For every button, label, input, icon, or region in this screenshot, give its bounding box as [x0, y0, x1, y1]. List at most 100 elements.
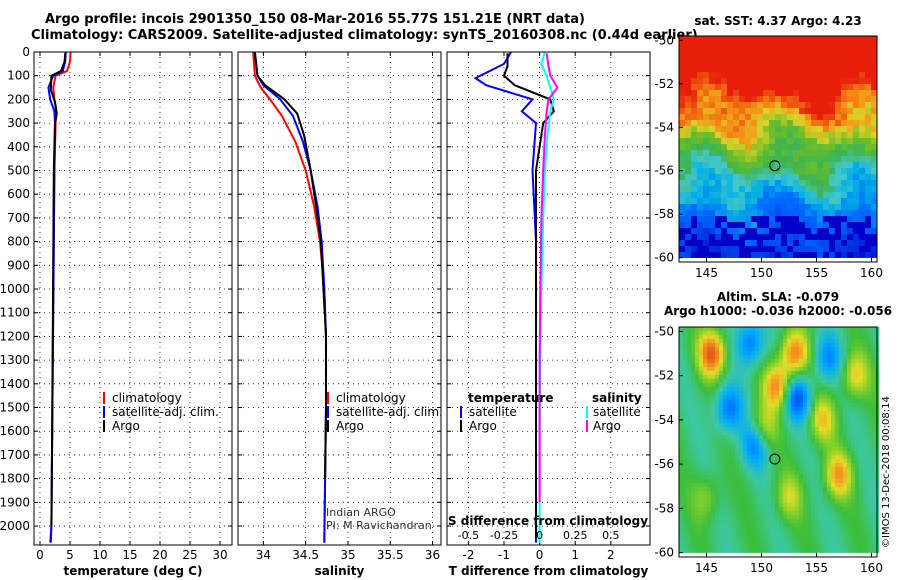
sla_map-cell — [735, 547, 740, 552]
sla_map-cell — [707, 415, 712, 420]
sla_map-cell — [803, 487, 808, 492]
sla_map-cell — [859, 371, 864, 376]
sst_map-cell — [817, 234, 824, 241]
sla_map-cell — [687, 463, 692, 468]
sst_map-cell — [841, 186, 848, 193]
sst_map-cell — [853, 144, 860, 151]
sla_map-cell — [763, 475, 768, 480]
sla_map-cell — [835, 411, 840, 416]
sla_map-cell — [811, 535, 816, 540]
difference-xlabel: T difference from climatology — [449, 564, 649, 578]
sla_map-cell — [735, 539, 740, 544]
difference-xtick-label: -1 — [498, 548, 510, 562]
sla_map-cell — [755, 547, 760, 552]
sla_map-cell — [827, 415, 832, 420]
sla_map-cell — [799, 371, 804, 376]
sla_map-cell — [783, 491, 788, 496]
sla_map-cell — [739, 495, 744, 500]
sla_map-cell — [711, 379, 716, 384]
sst_map-cell — [757, 84, 764, 91]
sst_map-cell — [757, 186, 764, 193]
sla_map-cell — [855, 387, 860, 392]
sst_map-cell — [865, 144, 872, 151]
depth-tick-label: 1600 — [0, 424, 30, 438]
sst_map-cell — [865, 54, 872, 61]
sla_map-cell — [707, 387, 712, 392]
sst_map-cell — [829, 216, 836, 223]
sla_map-cell — [823, 495, 828, 500]
sla_map-cell — [743, 351, 748, 356]
sla_map-cell — [755, 427, 760, 432]
sla_map-cell — [827, 491, 832, 496]
sst_map-cell — [769, 186, 776, 193]
sla_map-cell — [687, 375, 692, 380]
sla_map-cell — [787, 415, 792, 420]
sst_map-cell — [769, 210, 776, 217]
sla_map-cell — [787, 379, 792, 384]
sst_map-cell — [835, 96, 842, 103]
sla_map-cell — [739, 399, 744, 404]
sla_map-cell — [743, 435, 748, 440]
sst_map-cell — [865, 198, 872, 205]
sst_map-cell — [823, 192, 830, 199]
sla_map-cell — [715, 407, 720, 412]
sla_map-cell — [787, 407, 792, 412]
sst_map-cell — [757, 108, 764, 115]
sst_map-cell — [805, 138, 812, 145]
sst_map-cell — [769, 114, 776, 121]
sla_map-cell — [775, 531, 780, 536]
sst_map-cell — [679, 108, 686, 115]
sla_map-cell — [787, 523, 792, 528]
sla_map-cell — [803, 327, 808, 332]
sst_map-cell — [787, 138, 794, 145]
sla_map-cell — [735, 431, 740, 436]
sla_map-cell — [747, 447, 752, 452]
sla_map-cell — [791, 367, 796, 372]
sla_map-cell — [695, 443, 700, 448]
sla_map-cell — [779, 363, 784, 368]
sla_map-cell — [851, 455, 856, 460]
sla_map-cell — [827, 523, 832, 528]
sla_map-cell — [715, 471, 720, 476]
sla_map-cell — [831, 439, 836, 444]
sla_map-cell — [691, 527, 696, 532]
sla_map-cell — [831, 455, 836, 460]
sla_map-cell — [807, 347, 812, 352]
sla_map-cell — [759, 339, 764, 344]
sst_map-cell — [793, 174, 800, 181]
sla_map-cell — [855, 343, 860, 348]
sla_map-cell — [747, 331, 752, 336]
sst_map-cell — [763, 192, 770, 199]
sla_map-cell — [691, 499, 696, 504]
sla_map-cell — [703, 515, 708, 520]
sla_map-cell — [831, 359, 836, 364]
sst_map-cell — [787, 192, 794, 199]
sla_map-cell — [847, 419, 852, 424]
sla_map-cell — [823, 331, 828, 336]
sst_map-cell — [787, 168, 794, 175]
sla_map-cell — [751, 431, 756, 436]
sst_map-cell — [811, 96, 818, 103]
sla_map-cell — [687, 331, 692, 336]
sst_map-cell — [691, 204, 698, 211]
sla_map-cell — [731, 387, 736, 392]
sla_map-cell — [707, 391, 712, 396]
sla_map-cell — [747, 507, 752, 512]
sla_map-cell — [843, 363, 848, 368]
sla_map-cell — [863, 375, 868, 380]
sst_map-cell — [697, 216, 704, 223]
sla_map-cell — [711, 399, 716, 404]
sst_map-cell — [865, 36, 872, 43]
sst_map-cell — [847, 246, 854, 253]
sla_map-cell — [767, 407, 772, 412]
sst_map-cell — [829, 66, 836, 73]
sst_map-cell — [793, 36, 800, 43]
sla_map-cell — [871, 327, 876, 332]
sla_map-cell — [731, 427, 736, 432]
sla_map-cell — [695, 531, 700, 536]
sla_map-cell — [739, 503, 744, 508]
sst_map-cell — [745, 234, 752, 241]
sla_map-cell — [763, 343, 768, 348]
sst_map-cell — [685, 180, 692, 187]
sla_map-cell — [863, 347, 868, 352]
